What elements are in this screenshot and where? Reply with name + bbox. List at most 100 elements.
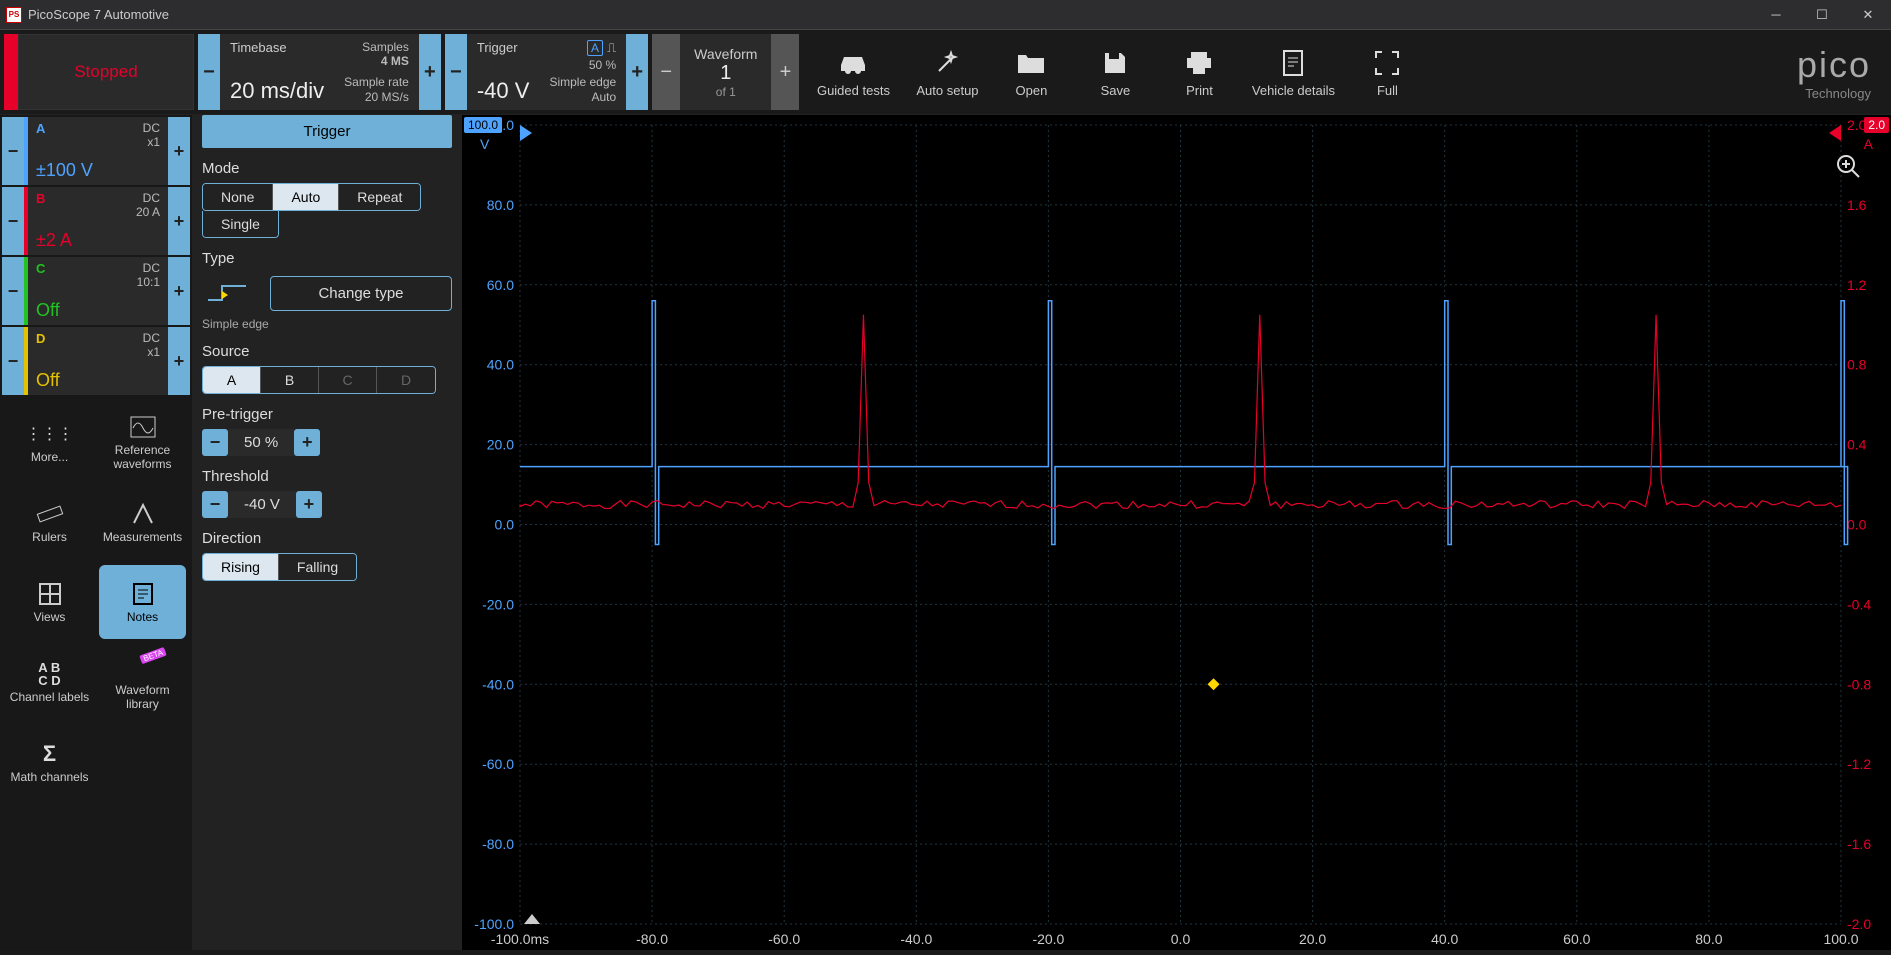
svg-text:-80.0: -80.0 bbox=[636, 931, 668, 947]
threshold-value: -40 V bbox=[228, 491, 296, 518]
mode-segment-row2: Single bbox=[202, 211, 279, 238]
svg-text:-40.0: -40.0 bbox=[482, 676, 514, 692]
tool-measurements[interactable]: Measurements bbox=[99, 485, 186, 559]
tool-notes[interactable]: Notes bbox=[99, 565, 186, 639]
open-button[interactable]: Open bbox=[991, 34, 1071, 110]
save-button[interactable]: Save bbox=[1075, 34, 1155, 110]
full-button[interactable]: Full bbox=[1347, 34, 1427, 110]
guided-tests-button[interactable]: Guided tests bbox=[803, 34, 903, 110]
zoom-icon[interactable] bbox=[1835, 153, 1863, 186]
channel-A-decrease[interactable]: − bbox=[2, 117, 24, 185]
minimize-button[interactable]: ─ bbox=[1753, 0, 1799, 29]
pretrigger-value: 50 % bbox=[228, 429, 294, 456]
direction-falling[interactable]: Falling bbox=[279, 554, 356, 580]
threshold-decrease[interactable]: − bbox=[202, 491, 228, 518]
brand-logo: pico Technology bbox=[1431, 34, 1891, 110]
tool-math-channels[interactable]: ΣMath channels bbox=[6, 725, 93, 799]
scope-view[interactable]: 100.0 V 2.0 A 100.080.060.040.020.00.0-2… bbox=[462, 115, 1891, 950]
waveform-prev[interactable]: − bbox=[652, 34, 680, 110]
folder-icon bbox=[1015, 47, 1047, 79]
capture-status[interactable]: Stopped bbox=[4, 34, 194, 110]
channel-C-decrease[interactable]: − bbox=[2, 257, 24, 325]
channel-B-increase[interactable]: + bbox=[168, 187, 190, 255]
pretrigger-spinner: − 50 % + bbox=[202, 429, 320, 456]
timebase-increase[interactable]: + bbox=[419, 34, 441, 110]
svg-text:100.0: 100.0 bbox=[1823, 931, 1858, 947]
waveform-next[interactable]: + bbox=[771, 34, 799, 110]
channel-d[interactable]: − DDCx1 Off + bbox=[2, 327, 190, 395]
capture-status-label: Stopped bbox=[18, 34, 194, 110]
trigger-src-badge: A bbox=[587, 40, 603, 56]
trigger-increase[interactable]: + bbox=[626, 34, 648, 110]
svg-text:1.2: 1.2 bbox=[1847, 277, 1867, 293]
svg-text:-40.0: -40.0 bbox=[900, 931, 932, 947]
trigger-panel: − Trigger A ⎍ 50 % -40 V Simple edgeAuto… bbox=[445, 34, 648, 110]
svg-text:20.0: 20.0 bbox=[487, 437, 514, 453]
mode-repeat[interactable]: Repeat bbox=[339, 184, 420, 210]
svg-text:80.0: 80.0 bbox=[1695, 931, 1722, 947]
timebase-value: 20 ms/div bbox=[230, 78, 324, 104]
source-b[interactable]: B bbox=[261, 367, 319, 393]
waveform-index: 1 bbox=[694, 62, 757, 85]
tool-reference-waveforms[interactable]: Reference waveforms bbox=[99, 405, 186, 479]
channel-D-decrease[interactable]: − bbox=[2, 327, 24, 395]
direction-segment: RisingFalling bbox=[202, 553, 357, 581]
trigger-decrease[interactable]: − bbox=[445, 34, 467, 110]
waveform-nav: − Waveform 1 of 1 + bbox=[652, 34, 799, 110]
close-button[interactable]: ✕ bbox=[1845, 0, 1891, 29]
axis-a-badge: 100.0 bbox=[464, 117, 502, 133]
mode-none[interactable]: None bbox=[203, 184, 273, 210]
app-icon: PS bbox=[6, 7, 22, 23]
svg-text:-80.0: -80.0 bbox=[482, 836, 514, 852]
mode-single[interactable]: Single bbox=[203, 211, 278, 237]
tool-rulers[interactable]: Rulers bbox=[6, 485, 93, 559]
channel-C-increase[interactable]: + bbox=[168, 257, 190, 325]
channel-column: − ADCx1 ±100 V +− BDC20 A ±2 A +− CDC10:… bbox=[0, 115, 192, 950]
trigger-type-name: Simple edge bbox=[202, 317, 452, 331]
trigger-type-icon bbox=[202, 273, 252, 313]
mode-auto[interactable]: Auto bbox=[273, 184, 339, 210]
tool-channel-labels[interactable]: A BC DChannel labels bbox=[6, 645, 93, 719]
vehicle-details-button[interactable]: Vehicle details bbox=[1243, 34, 1343, 110]
timebase-decrease[interactable]: − bbox=[198, 34, 220, 110]
tool-waveform-library[interactable]: BETAWaveform library bbox=[99, 645, 186, 719]
channel-D-increase[interactable]: + bbox=[168, 327, 190, 395]
axis-b-badge: 2.0 bbox=[1864, 117, 1889, 133]
maximize-button[interactable]: ☐ bbox=[1799, 0, 1845, 29]
auto-setup-button[interactable]: Auto setup bbox=[907, 34, 987, 110]
svg-text:-1.2: -1.2 bbox=[1847, 756, 1871, 772]
top-toolbar: Stopped − Timebase Samples4 MS 20 ms/div… bbox=[0, 30, 1891, 115]
pretrigger-decrease[interactable]: − bbox=[202, 429, 228, 456]
timebase-label: Timebase bbox=[230, 40, 287, 69]
svg-text:0.0: 0.0 bbox=[495, 517, 515, 533]
pretrigger-increase[interactable]: + bbox=[294, 429, 320, 456]
titlebar: PS PicoScope 7 Automotive ─ ☐ ✕ bbox=[0, 0, 1891, 30]
tool-more[interactable]: ⋮⋮⋮More... bbox=[6, 405, 93, 479]
channel-A-increase[interactable]: + bbox=[168, 117, 190, 185]
svg-text:-0.4: -0.4 bbox=[1847, 596, 1871, 612]
direction-rising[interactable]: Rising bbox=[203, 554, 279, 580]
channel-B-decrease[interactable]: − bbox=[2, 187, 24, 255]
svg-text:-60.0: -60.0 bbox=[482, 756, 514, 772]
timebase-panel: − Timebase Samples4 MS 20 ms/div Sample … bbox=[198, 34, 441, 110]
svg-text:60.0: 60.0 bbox=[487, 277, 514, 293]
source-segment: ABCD bbox=[202, 366, 436, 394]
window-title: PicoScope 7 Automotive bbox=[28, 7, 1753, 22]
svg-text:-100.0: -100.0 bbox=[474, 916, 514, 932]
channel-a[interactable]: − ADCx1 ±100 V + bbox=[2, 117, 190, 185]
svg-text:60.0: 60.0 bbox=[1563, 931, 1590, 947]
edge-icon: ⎍ bbox=[607, 40, 616, 56]
print-icon bbox=[1183, 47, 1215, 79]
channel-b[interactable]: − BDC20 A ±2 A + bbox=[2, 187, 190, 255]
print-button[interactable]: Print bbox=[1159, 34, 1239, 110]
svg-text:0.0: 0.0 bbox=[1171, 931, 1191, 947]
threshold-increase[interactable]: + bbox=[296, 491, 322, 518]
change-type-button[interactable]: Change type bbox=[270, 276, 452, 311]
source-a[interactable]: A bbox=[203, 367, 261, 393]
channel-c[interactable]: − CDC10:1 Off + bbox=[2, 257, 190, 325]
svg-text:-60.0: -60.0 bbox=[768, 931, 800, 947]
mode-segment: NoneAutoRepeat bbox=[202, 183, 421, 211]
axis-b-unit: A bbox=[1860, 135, 1877, 153]
tool-views[interactable]: Views bbox=[6, 565, 93, 639]
svg-text:1.6: 1.6 bbox=[1847, 197, 1867, 213]
